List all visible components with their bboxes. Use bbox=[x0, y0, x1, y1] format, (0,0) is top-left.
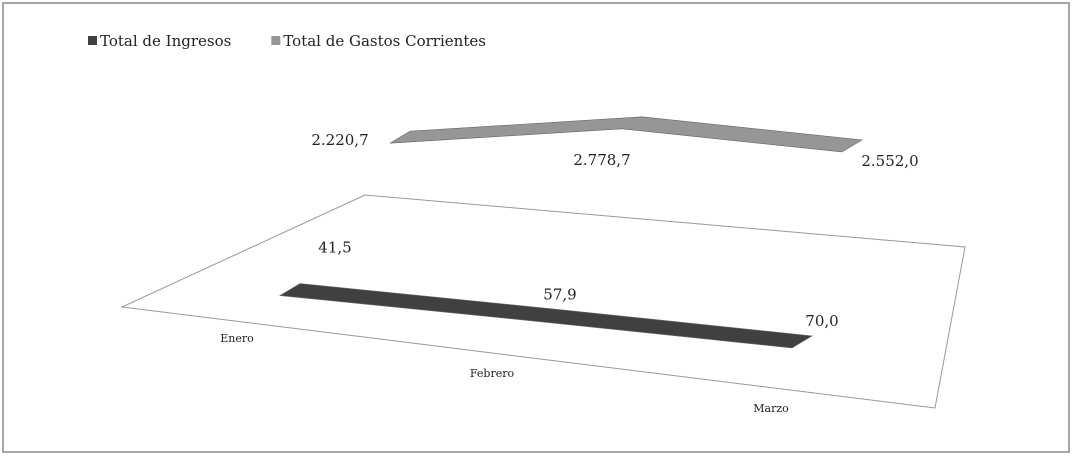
data-label: 2.220,7 bbox=[311, 131, 368, 149]
data-label: 2.552,0 bbox=[861, 152, 918, 170]
ribbon bbox=[389, 116, 863, 153]
x-tick-label: Febrero bbox=[470, 367, 515, 380]
data-label: 57,9 bbox=[543, 286, 576, 304]
legend-swatch bbox=[271, 36, 281, 45]
data-label: 41,5 bbox=[318, 239, 351, 257]
x-tick-label: Marzo bbox=[753, 402, 789, 415]
floor bbox=[120, 194, 966, 409]
data-label: 2.778,7 bbox=[573, 151, 630, 169]
legend-swatch bbox=[88, 36, 97, 45]
x-tick-label: Enero bbox=[220, 332, 254, 345]
data-label: 70,0 bbox=[805, 312, 838, 330]
legend-label: Total de Ingresos bbox=[100, 32, 231, 50]
chart-frame bbox=[2, 2, 1070, 453]
legend-label: Total de Gastos Corrientes bbox=[283, 32, 486, 50]
ribbon bbox=[279, 283, 813, 349]
